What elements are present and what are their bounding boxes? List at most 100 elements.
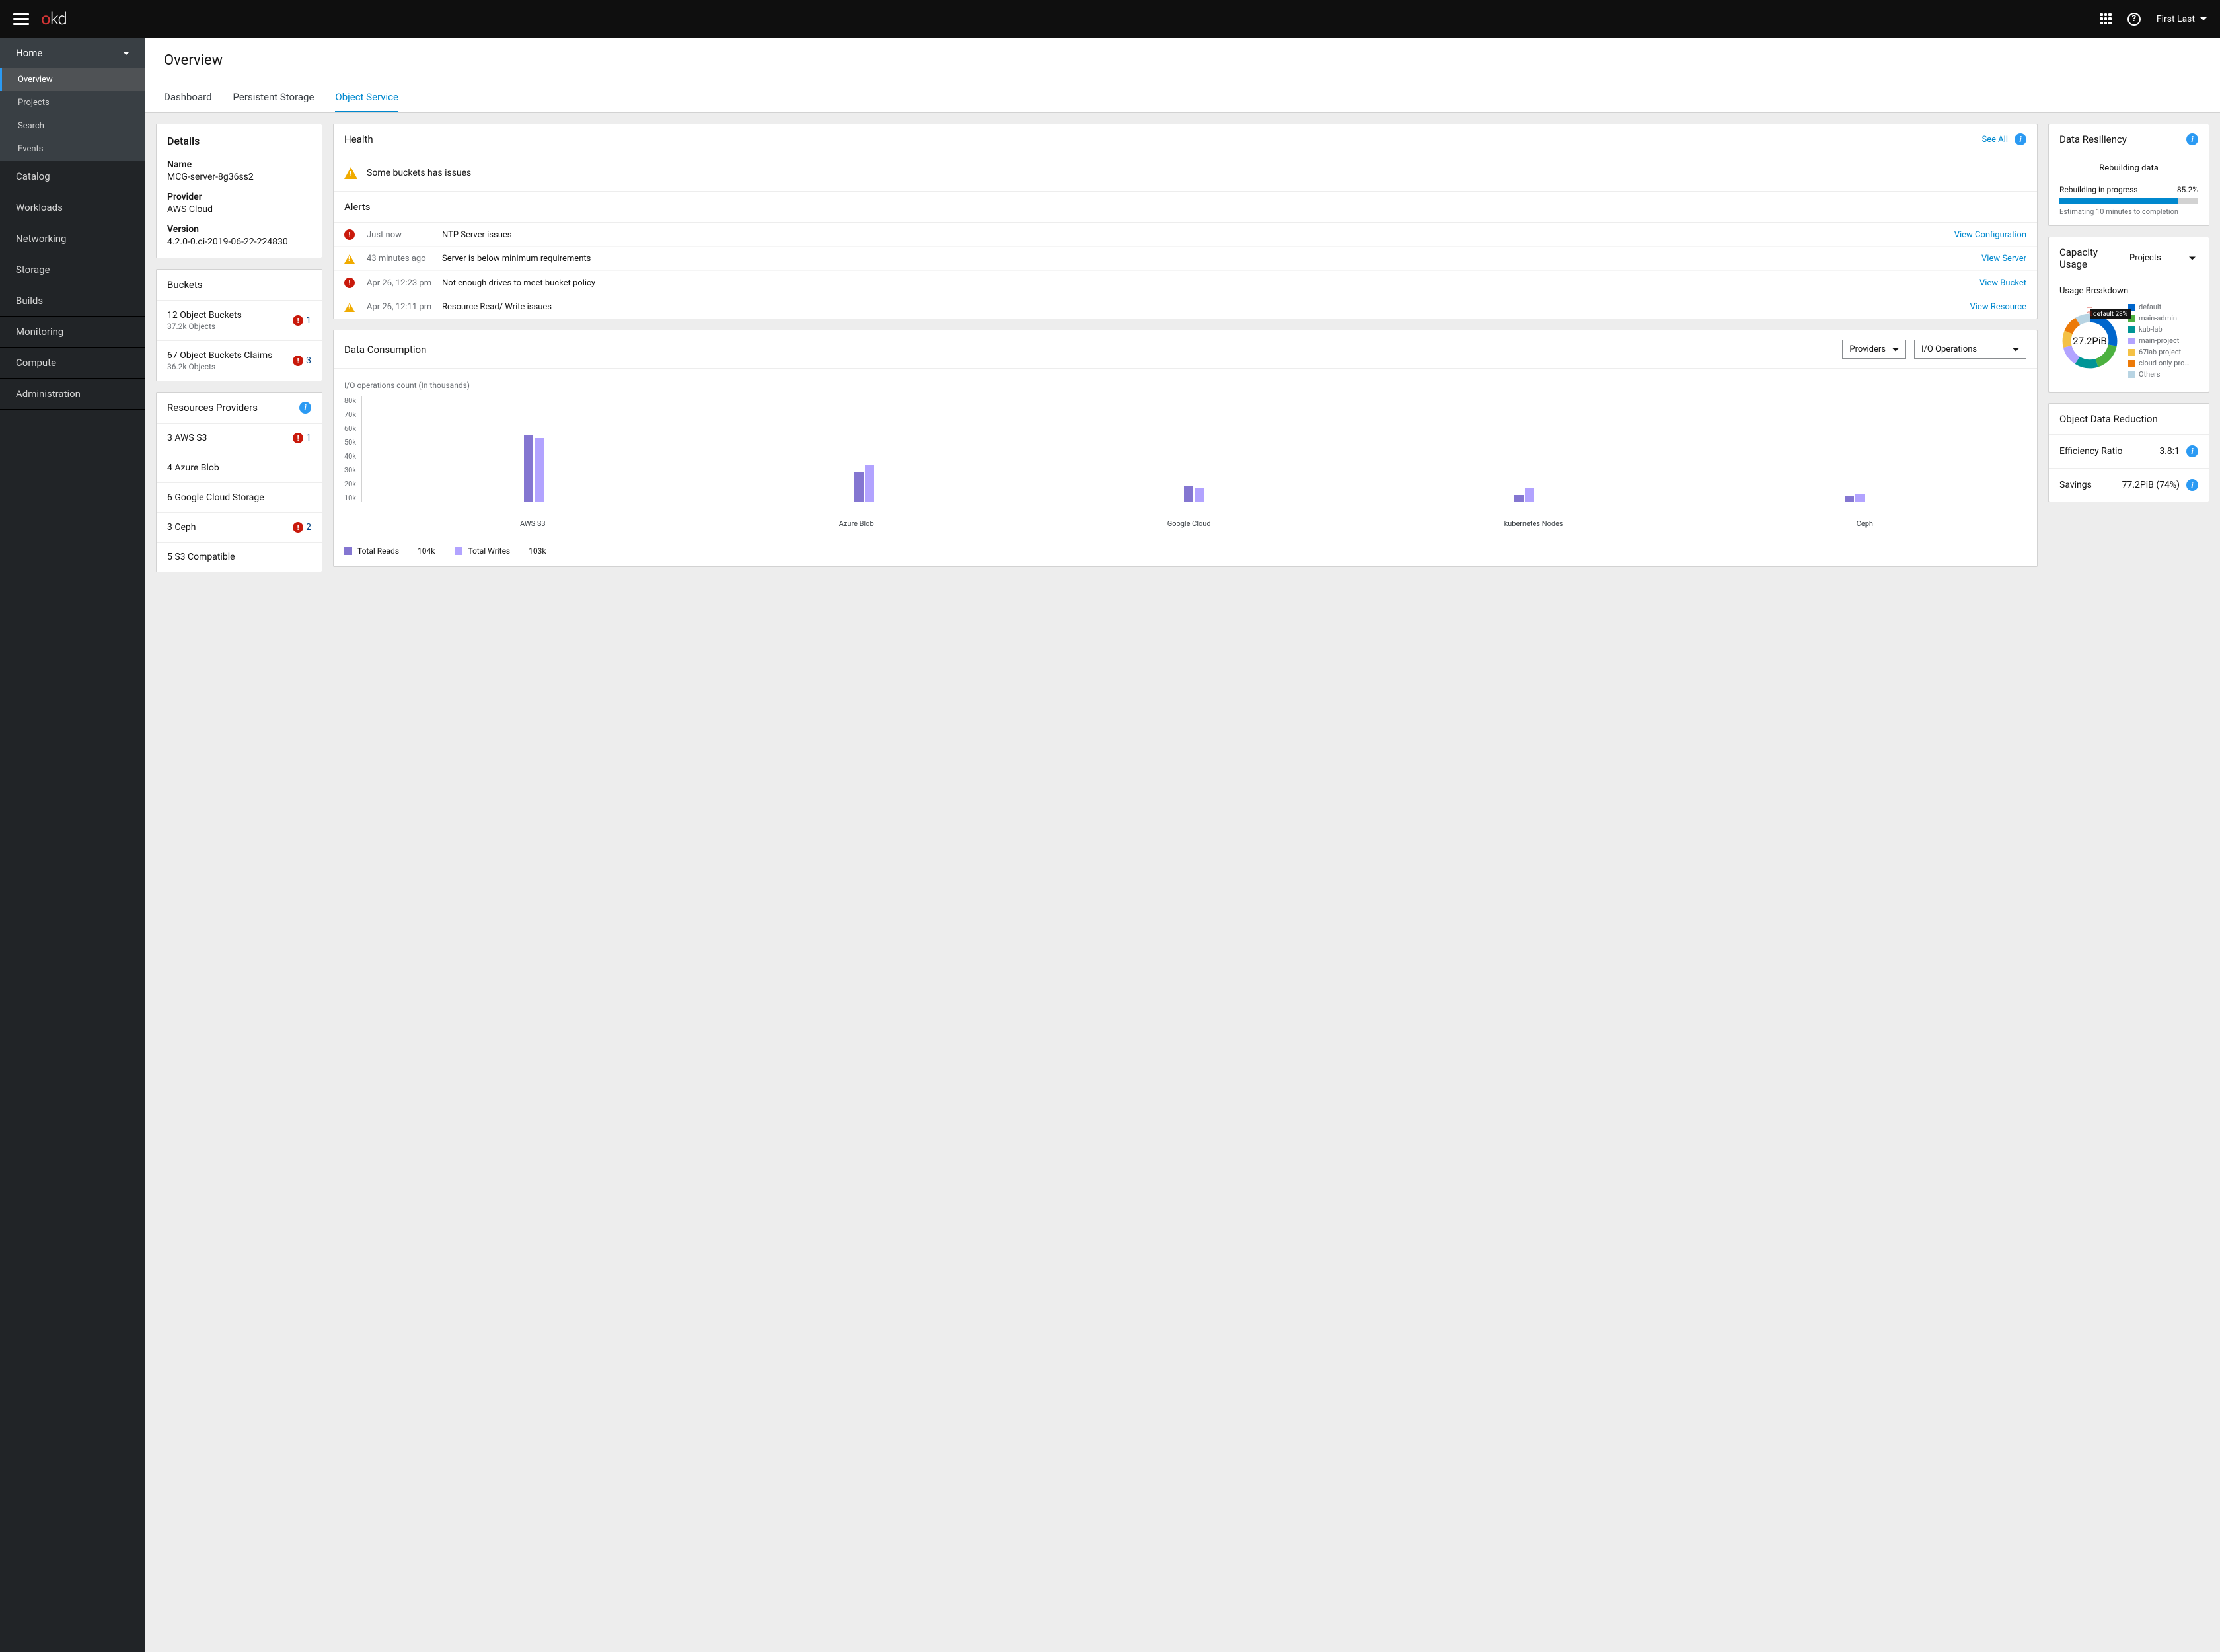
bar-group: [1184, 486, 1204, 502]
detail-provider-label: Provider: [167, 192, 311, 202]
detail-name-value: MCG-server-8g36ss2: [167, 172, 311, 182]
info-icon[interactable]: i: [299, 402, 311, 414]
nav-item-events[interactable]: Events: [0, 137, 145, 161]
bar-chart: 80k70k60k50k40k30k20k10k: [344, 396, 2026, 515]
bucket-item[interactable]: 12 Object Buckets37.2k Objects!1: [157, 301, 322, 341]
provider-primary: 3 AWS S3: [167, 433, 207, 443]
nav-item-workloads[interactable]: Workloads: [0, 192, 145, 223]
provider-item[interactable]: 5 S3 Compatible: [157, 543, 322, 572]
nav-item-compute[interactable]: Compute: [0, 348, 145, 378]
io-select[interactable]: I/O Operations: [1914, 340, 2026, 359]
bar-writes: [1525, 488, 1534, 502]
chart-legend: Total Reads 104k Total Writes 103k: [334, 533, 2037, 566]
info-icon[interactable]: i: [2186, 479, 2198, 491]
nav-item-catalog[interactable]: Catalog: [0, 161, 145, 192]
alerts-heading: Alerts: [334, 192, 2037, 223]
donut-total: 27.2PiB: [2059, 311, 2120, 371]
nav-header-home[interactable]: Home: [0, 38, 145, 68]
alert-link[interactable]: View Bucket: [1980, 278, 2026, 288]
bucket-item[interactable]: 67 Object Buckets Claims36.2k Objects!3: [157, 341, 322, 381]
info-icon[interactable]: i: [2186, 445, 2198, 457]
resiliency-heading: Data Resiliency: [2059, 133, 2127, 145]
help-icon[interactable]: ?: [2128, 13, 2141, 26]
legend-writes: Total Writes 103k: [455, 546, 546, 556]
nav-item-projects[interactable]: Projects: [0, 91, 145, 114]
progress-wrap: Rebuilding in progress 85.2% Estimating …: [2049, 185, 2209, 225]
nav-item-administration[interactable]: Administration: [0, 379, 145, 409]
nav-item-search[interactable]: Search: [0, 114, 145, 137]
legend-label: main-admin: [2139, 314, 2177, 322]
alert-time: Apr 26, 12:11 pm: [367, 302, 433, 312]
tab-persistent-storage[interactable]: Persistent Storage: [233, 83, 314, 112]
bar-reads: [1845, 496, 1854, 502]
error-icon: !: [293, 356, 303, 366]
legend-color-icon: [2128, 338, 2135, 344]
hamburger-menu[interactable]: [13, 13, 29, 25]
alert-message: Server is below minimum requirements: [442, 254, 1972, 264]
chart-area: I/O operations count (In thousands) 80k7…: [334, 369, 2037, 533]
nav-item-monitoring[interactable]: Monitoring: [0, 317, 145, 347]
nav-item-overview[interactable]: Overview: [0, 68, 145, 91]
page-header: Overview: [145, 38, 2220, 83]
detail-version-value: 4.2.0-0.ci-2019-06-22-224830: [167, 237, 311, 247]
legend-color-icon: [455, 547, 462, 555]
nav-item-storage[interactable]: Storage: [0, 254, 145, 285]
legend-label: Others: [2139, 370, 2160, 379]
legend-item: default: [2128, 303, 2190, 311]
providers-select[interactable]: Providers: [1842, 340, 1906, 359]
efficiency-value: 3.8:1: [2159, 446, 2180, 457]
main: Overview Dashboard Persistent Storage Ob…: [145, 38, 2220, 1652]
left-column: Details Name MCG-server-8g36ss2 Provider…: [156, 124, 322, 572]
bucket-secondary: 36.2k Objects: [167, 362, 272, 371]
tab-dashboard[interactable]: Dashboard: [164, 83, 212, 112]
apps-grid-icon[interactable]: [2100, 13, 2112, 25]
user-name: First Last: [2157, 14, 2195, 24]
provider-item[interactable]: 6 Google Cloud Storage: [157, 483, 322, 513]
alert-row: 43 minutes agoServer is below minimum re…: [334, 247, 2037, 271]
alert-link[interactable]: View Configuration: [1954, 230, 2026, 240]
alert-message: Resource Read/ Write issues: [442, 302, 1960, 312]
consumption-heading: Data Consumption: [344, 344, 1834, 356]
nav-item-networking[interactable]: Networking: [0, 223, 145, 254]
legend-color-icon: [2128, 349, 2135, 356]
provider-item[interactable]: 4 Azure Blob: [157, 453, 322, 483]
see-all-link[interactable]: See All: [1981, 135, 2008, 145]
legend-item: cloud-only-pro…: [2128, 359, 2190, 367]
resiliency-card: Data Resiliency i Rebuilding data Rebuil…: [2048, 124, 2209, 226]
bar-group: [854, 465, 874, 502]
alert-message: Not enough drives to meet bucket policy: [442, 278, 1970, 288]
user-menu[interactable]: First Last: [2157, 14, 2207, 24]
efficiency-label: Efficiency Ratio: [2059, 446, 2122, 457]
donut-chart: 27.2PiB default 28% ☟: [2059, 311, 2120, 371]
bar-reads: [1514, 495, 1524, 502]
legend-label: cloud-only-pro…: [2139, 359, 2190, 367]
provider-primary: 6 Google Cloud Storage: [167, 492, 264, 503]
providers-card: Resources Providers i 3 AWS S3!14 Azure …: [156, 392, 322, 572]
chevron-down-icon: [123, 52, 130, 55]
x-label: Azure Blob: [839, 519, 874, 528]
savings-value: 77.2PiB (74%): [2122, 480, 2180, 490]
info-icon[interactable]: i: [2015, 133, 2026, 145]
badge-count: 1: [306, 315, 311, 326]
alert-link[interactable]: View Resource: [1970, 302, 2026, 312]
chart-subtitle: I/O operations count (In thousands): [344, 381, 2026, 390]
nav-item-builds[interactable]: Builds: [0, 285, 145, 316]
capacity-select[interactable]: Projects: [2126, 250, 2198, 266]
info-icon[interactable]: i: [2186, 133, 2198, 145]
bar-writes: [865, 465, 874, 502]
tabs: Dashboard Persistent Storage Object Serv…: [145, 83, 2220, 113]
critical-icon: !: [344, 229, 355, 240]
breakdown-title: Usage Breakdown: [2059, 286, 2198, 296]
provider-item[interactable]: 3 AWS S3!1: [157, 424, 322, 453]
tab-object-service[interactable]: Object Service: [335, 83, 398, 112]
alert-row: !Apr 26, 12:23 pmNot enough drives to me…: [334, 271, 2037, 295]
y-tick: 70k: [344, 410, 356, 419]
legend-label: default: [2139, 303, 2161, 311]
provider-item[interactable]: 3 Ceph!2: [157, 513, 322, 543]
nav-section-home: Home Overview Projects Search Events: [0, 38, 145, 161]
logo[interactable]: okd: [41, 9, 67, 29]
bar-reads: [1184, 486, 1193, 502]
health-heading: Health: [344, 133, 373, 145]
alert-link[interactable]: View Server: [1981, 254, 2026, 264]
badge-count: 2: [306, 522, 311, 533]
